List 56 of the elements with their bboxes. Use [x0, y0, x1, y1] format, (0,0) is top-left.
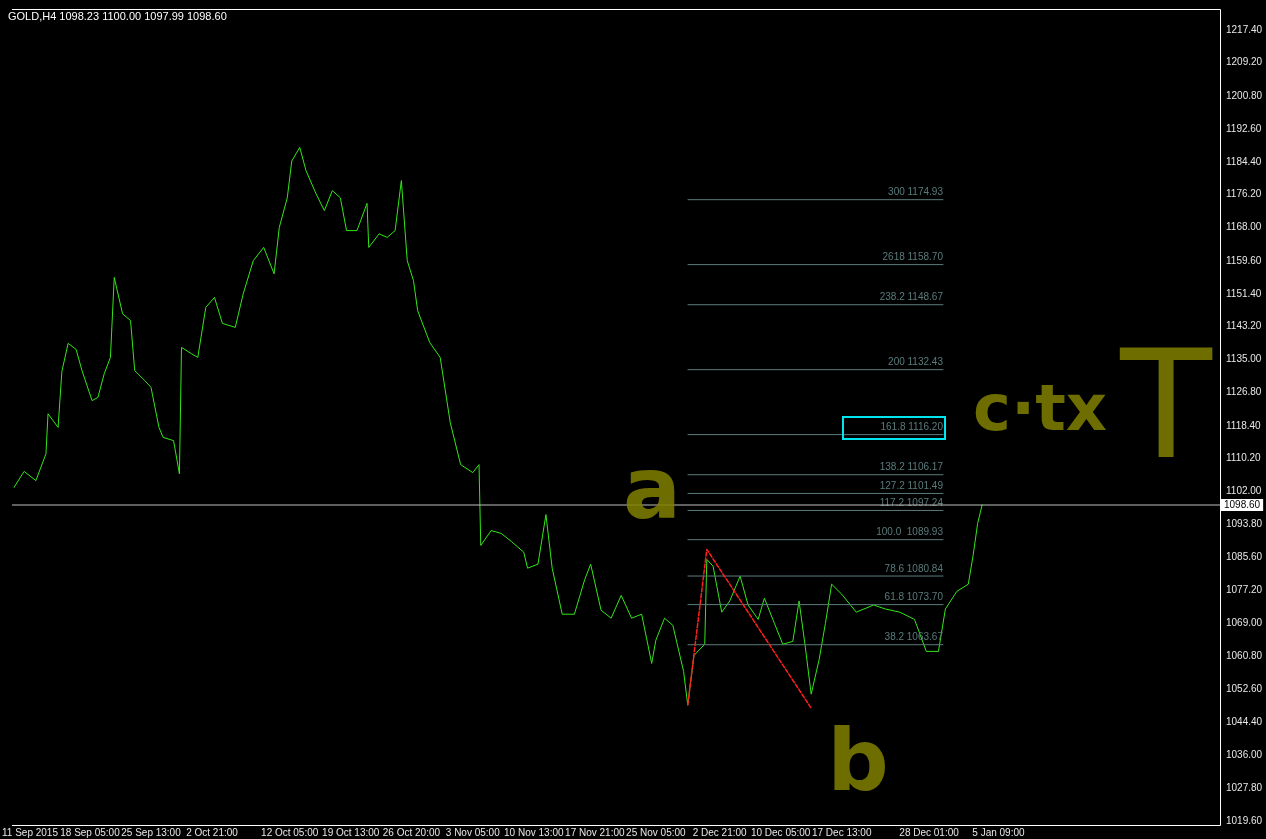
y-tick-label: 1027.80: [1226, 781, 1263, 793]
x-tick-label: 17 Nov 21:00: [565, 826, 625, 838]
y-tick-label: 1126.80: [1226, 385, 1262, 397]
y-tick-label: 1077.20: [1226, 584, 1263, 596]
y-tick-label: 1093.80: [1226, 517, 1263, 529]
y-tick-label: 1209.20: [1226, 56, 1263, 68]
y-tick-label: 1151.40: [1226, 287, 1262, 299]
y-tick-label: 1159.60: [1226, 254, 1262, 266]
y-tick-label: 1060.80: [1226, 649, 1263, 661]
series-label: 300 1174.93: [888, 186, 944, 198]
ref-line-label: 1098.60: [1224, 498, 1261, 510]
series-label: 2618 1158.70: [882, 251, 944, 263]
y-tick-label: 1036.00: [1226, 749, 1263, 761]
y-tick-label: 1044.40: [1226, 715, 1263, 727]
x-tick-label: 5 Jan 09:00: [972, 826, 1025, 838]
series-label: 238.2 1148.67: [879, 291, 944, 303]
y-tick-label: 1135.00: [1226, 353, 1262, 365]
x-tick-label: 28 Dec 01:00: [899, 826, 960, 838]
annotation: c·tx: [972, 371, 1108, 445]
series-label: 161.8 1116.20: [880, 421, 944, 433]
y-tick-label: 1085.60: [1226, 550, 1263, 562]
y-tick-label: 1143.20: [1226, 320, 1262, 332]
y-tick-label: 1102.00: [1226, 485, 1262, 497]
y-tick-label: 1069.00: [1226, 617, 1263, 629]
y-tick-label: 1176.20: [1226, 188, 1262, 200]
x-tick-label: 19 Oct 13:00: [322, 826, 380, 838]
annotation: b: [827, 710, 889, 810]
x-tick-label: 3 Nov 05:00: [445, 826, 501, 838]
y-tick-label: 1110.20: [1226, 452, 1262, 464]
x-tick-label: 25 Nov 05:00: [626, 826, 687, 838]
x-tick-label: 12 Oct 05:00: [261, 826, 319, 838]
y-tick-label: 1118.40: [1226, 419, 1262, 431]
x-tick-label: 18 Sep 05:00: [60, 826, 121, 838]
chart-title: GOLD,H4 1098.23 1100.00 1097.99 1098.60: [8, 10, 227, 22]
y-tick-label: 1052.60: [1226, 682, 1263, 694]
series-label: 127.2 1101.49: [879, 480, 944, 492]
y-tick-label: 1217.40: [1226, 23, 1263, 35]
y-tick-label: 1168.00: [1226, 221, 1262, 233]
x-tick-label: 10 Dec 05:00: [750, 826, 811, 838]
y-tick-label: 1192.60: [1226, 122, 1262, 134]
x-tick-label: 25 Sep 13:00: [121, 826, 182, 838]
series-label: 138.2 1106.17: [879, 461, 944, 473]
series-label: 61.8 1073.70: [884, 591, 944, 603]
series-label: 100.0 1089.93: [876, 526, 944, 538]
series-label: 200 1132.43: [888, 356, 944, 368]
y-tick-label: 1200.80: [1226, 89, 1263, 101]
series-label: 78.6 1080.84: [884, 562, 944, 574]
y-tick-label: 1019.60: [1226, 814, 1263, 826]
x-tick-label: 17 Dec 13:00: [811, 826, 872, 838]
y-tick-label: 1184.40: [1226, 155, 1262, 167]
x-tick-label: 11 Sep 2015: [2, 826, 59, 838]
x-tick-label: 2 Dec 21:00: [692, 826, 748, 838]
x-tick-label: 10 Nov 13:00: [504, 826, 564, 838]
x-tick-label: 2 Oct 21:00: [186, 826, 239, 838]
annotation: T: [1120, 318, 1212, 492]
x-tick-label: 26 Oct 20:00: [382, 826, 441, 838]
